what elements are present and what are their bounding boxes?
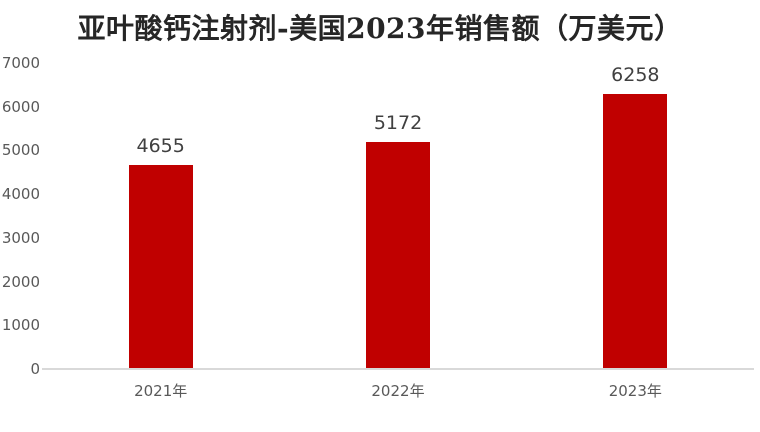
y-tick-label: 6000 xyxy=(1,97,40,116)
y-axis: 7000 6000 5000 4000 3000 2000 1000 0 xyxy=(1,54,42,378)
bar-2023年 xyxy=(603,93,668,368)
bar-2021年 xyxy=(128,164,193,368)
bar-column: 6258 xyxy=(517,62,754,368)
x-axis-label: 2023年 xyxy=(608,381,662,400)
bar-series: 4655 5172 6258 xyxy=(42,62,754,370)
x-axis-label: 2022年 xyxy=(371,381,425,400)
bar-column: 4655 xyxy=(42,62,279,368)
bar-value-label: 4655 xyxy=(136,134,185,157)
y-tick-label: 2000 xyxy=(1,272,40,291)
y-tick-label: 0 xyxy=(30,359,40,378)
bar-2022年 xyxy=(365,141,430,368)
bar-column: 5172 xyxy=(279,62,516,368)
x-axis: 2021年 2022年 2023年 xyxy=(42,370,754,401)
bar-value-label: 6258 xyxy=(611,63,660,86)
y-tick-label: 4000 xyxy=(1,184,40,203)
plot-area: 4655 5172 6258 2021年 2022年 2023年 xyxy=(42,62,754,401)
x-axis-label: 2021年 xyxy=(134,381,188,400)
y-tick-label: 1000 xyxy=(1,315,40,334)
chart-title: 亚叶酸钙注射剂-美国2023年销售额（万美元） xyxy=(77,12,683,45)
chart-body: 7000 6000 5000 4000 3000 2000 1000 0 4655 5172 62… xyxy=(0,54,760,401)
y-tick-label: 7000 xyxy=(1,53,40,72)
bar-value-label: 5172 xyxy=(373,111,423,134)
y-tick-label: 5000 xyxy=(1,140,40,159)
y-tick-label: 3000 xyxy=(1,228,40,247)
